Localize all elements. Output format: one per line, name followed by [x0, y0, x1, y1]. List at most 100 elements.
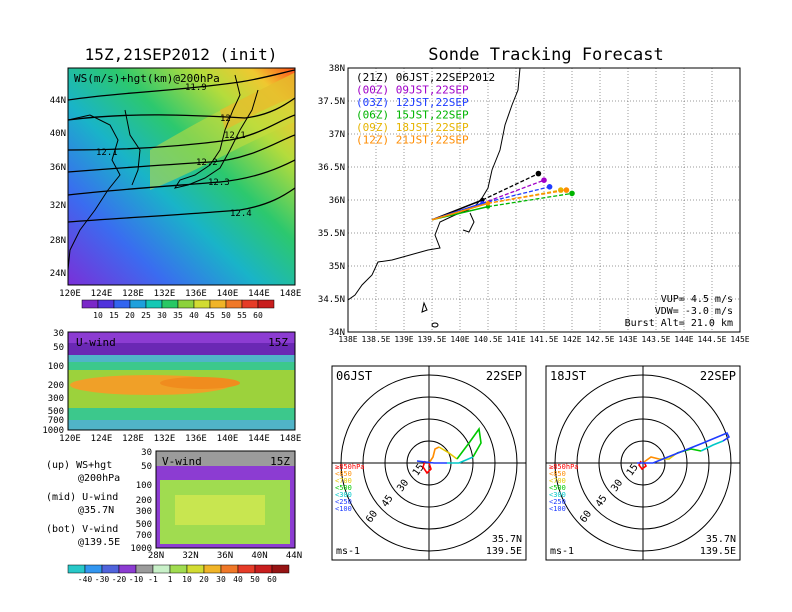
- hodo-unit: ms-1: [336, 546, 360, 557]
- hodo-date: 22SEP: [700, 369, 736, 383]
- contour-12-4: [68, 187, 295, 223]
- lat-tick-label: 35N: [329, 262, 345, 272]
- colorbar-tick: -30: [95, 575, 110, 584]
- ws-lon-ticks: 120E 124E 128E 132E 136E 140E 144E 148E: [59, 289, 301, 299]
- colorbar-swatch: [67, 564, 86, 574]
- colorbar-swatch: [177, 299, 195, 309]
- colorbar-swatch: [84, 564, 103, 574]
- colorbar-swatch: [225, 299, 243, 309]
- contour-label: 12.4: [230, 209, 252, 219]
- colorbar-swatch: [113, 299, 131, 309]
- contour-label: 12.1: [224, 131, 246, 141]
- lon-tick-label: 142.5E: [586, 335, 615, 344]
- hodograph-18jst: 18JST 22SEP15304560ms-135.7N139.5E≥850hPa…: [545, 365, 741, 561]
- lat-tick-label: 36N: [329, 196, 345, 206]
- colorbar-swatch: [203, 564, 222, 574]
- colorbar-swatch: [271, 564, 290, 574]
- lat-tick-label: 36N: [217, 551, 233, 561]
- hodo-legend-entry: <300: [335, 491, 352, 499]
- colorbar-tick: 40: [233, 575, 243, 584]
- lat-tick-label: 36.5N: [318, 163, 345, 173]
- lon-tick-label: 132E: [154, 434, 176, 444]
- hodo-legend-entry: <500: [549, 484, 566, 492]
- colorbar-tick: 10: [182, 575, 192, 584]
- lon-tick-label: 141.5E: [530, 335, 559, 344]
- pressure-tick-label: 30: [141, 448, 152, 458]
- hodo-legend-entry: <300: [549, 491, 566, 499]
- lon-tick-label: 145E: [730, 335, 749, 344]
- legend-entry: (00Z) 09JST,22SEP: [356, 84, 469, 97]
- lat-tick-label: 37.5N: [318, 97, 345, 107]
- hodo-trace: [456, 426, 482, 460]
- track-map-grid: [348, 68, 740, 332]
- note-line: (bot) V-wind: [46, 524, 118, 535]
- lat-tick-label: 37N: [329, 130, 345, 140]
- hodo-trace: [700, 440, 724, 452]
- lon-tick-label: 140E: [217, 434, 239, 444]
- lat-tick-label: 32N: [50, 201, 66, 211]
- contour-11-9: [68, 69, 295, 101]
- lon-tick-label: 128E: [122, 289, 144, 299]
- colorbar-tick: -10: [129, 575, 144, 584]
- u-wind-label: U-wind: [76, 336, 116, 349]
- v-wind-frame: [155, 450, 296, 549]
- pressure-tick-label: 300: [136, 507, 152, 517]
- lat-tick-label: 36N: [50, 163, 66, 173]
- hodo-trace: [438, 446, 458, 460]
- colorbar-tick: -20: [112, 575, 127, 584]
- coastline-japan: [173, 74, 259, 189]
- lon-tick-label: 143E: [618, 335, 637, 344]
- lon-tick-label: 138.5E: [362, 335, 391, 344]
- lon-tick-label: 142E: [562, 335, 581, 344]
- colorbar-tick: 30: [216, 575, 226, 584]
- contour-label: 12.2: [196, 158, 218, 168]
- hodo-lat: 35.7N: [706, 534, 736, 545]
- pressure-tick-label: 30: [53, 329, 64, 339]
- track-descent: [482, 186, 550, 204]
- lon-tick-label: 138E: [338, 335, 357, 344]
- contour-12: [68, 97, 295, 121]
- track-descent: [482, 179, 545, 204]
- param-vdw: VDW= -3.0 m/s: [655, 306, 733, 317]
- lon-tick-label: 124E: [91, 434, 113, 444]
- lat-tick-label: 24N: [50, 269, 66, 279]
- jet-max-shading: [220, 72, 295, 130]
- contour-label: 11.9: [185, 83, 207, 93]
- lon-tick-label: 139E: [394, 335, 413, 344]
- lon-tick-label: 140E: [450, 335, 469, 344]
- track-descent: [487, 192, 573, 208]
- lon-tick-label: 136E: [185, 289, 207, 299]
- landing-point: [535, 170, 542, 177]
- lon-tick-label: 139.5E: [418, 335, 447, 344]
- lat-tick-label: 28N: [148, 551, 164, 561]
- contour-label: 12.1: [96, 148, 118, 158]
- hodo-lon: 139.5E: [486, 546, 522, 557]
- sonde-track-map: 38N 37.5N 37N 36.5N 36N 35.5N 35N 34.5N 34N 138E…: [318, 64, 750, 344]
- contour-12-2: [68, 134, 295, 173]
- island-outline: [421, 301, 428, 313]
- v-wind-time: 15Z: [270, 455, 290, 468]
- lat-tick-label: 40N: [50, 129, 66, 139]
- hodo-trace: [416, 460, 447, 464]
- colorbar-swatch: [161, 299, 179, 309]
- lon-tick-label: 124E: [91, 289, 113, 299]
- colorbar-tick: 50: [250, 575, 260, 584]
- hodo-legend-entry: <700: [335, 477, 352, 485]
- hodo-time: 06JST: [336, 369, 372, 383]
- legend-entry: (21Z) 06JST,22SEP2012: [356, 71, 495, 84]
- pressure-tick-label: 1000: [130, 544, 152, 554]
- pressure-tick-label: 200: [48, 381, 64, 391]
- lon-tick-label: 144E: [248, 434, 270, 444]
- hodo-legend-entry: <850: [335, 470, 352, 478]
- island-outline: [431, 322, 439, 328]
- track-lat-ticks: 38N 37.5N 37N 36.5N 36N 35.5N 35N 34.5N 34N: [318, 64, 345, 338]
- v-wind-label: V-wind: [162, 455, 202, 468]
- ws-colorbar: 10 15 20 25 30 35 40 45 50 55 60: [81, 299, 275, 320]
- hodo-date: 22SEP: [486, 369, 522, 383]
- colorbar-swatch: [152, 564, 171, 574]
- ws-map-frame: [67, 67, 296, 286]
- hodo-legend-entry: <500: [335, 484, 352, 492]
- hodo-legend-entry: <100: [549, 505, 566, 513]
- colorbar-swatch: [237, 564, 256, 574]
- pressure-tick-label: 700: [48, 416, 64, 426]
